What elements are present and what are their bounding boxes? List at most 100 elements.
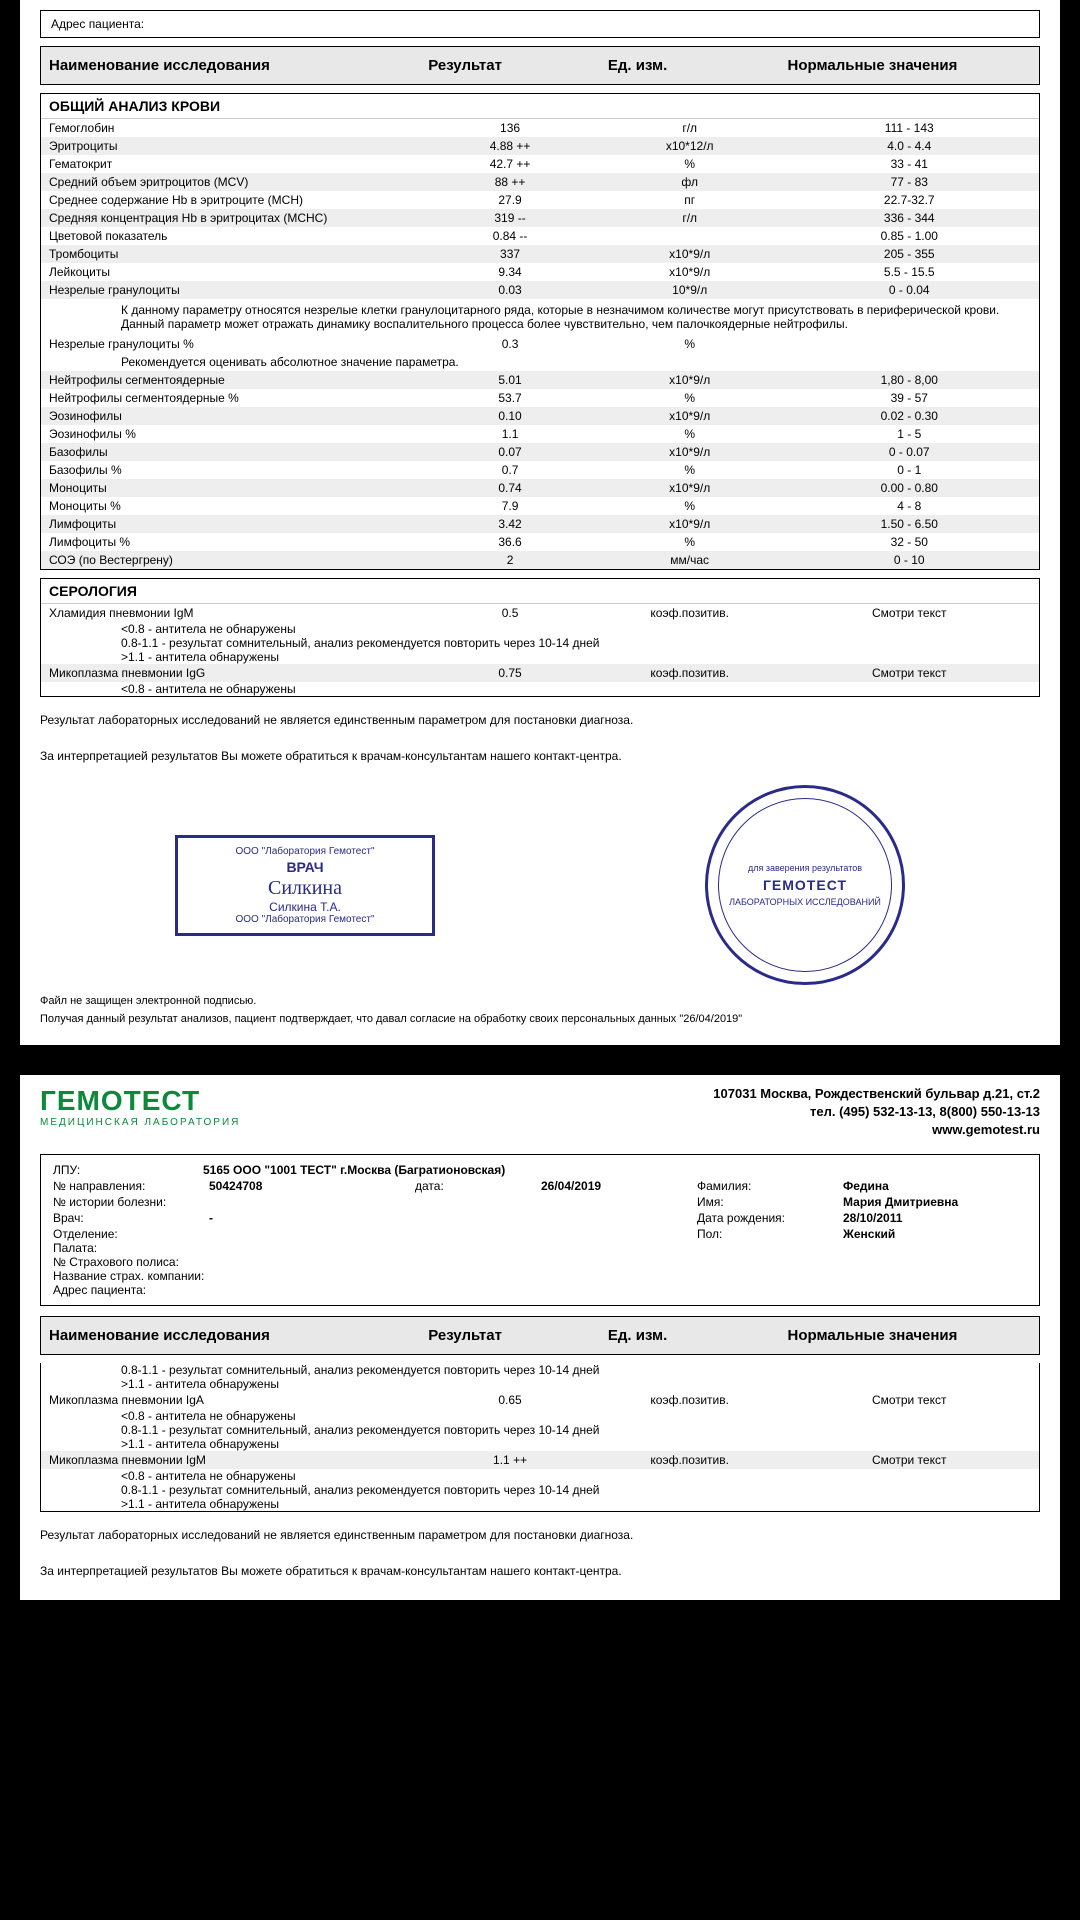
p2-table1: Микоплазма пневмонии IgA0.65коэф.позитив… <box>41 1391 1039 1409</box>
interp-line: <0.8 - антитела не обнаружены <box>41 1409 1039 1423</box>
cbc-title: ОБЩИЙ АНАЛИЗ КРОВИ <box>41 94 1039 119</box>
cell-norm: 32 - 50 <box>780 533 1040 551</box>
cell-result: 42.7 ++ <box>420 155 600 173</box>
table-row: Эритроциты4.88 ++x10*12/л4.0 - 4.4 <box>41 137 1039 155</box>
cell-norm: 205 - 355 <box>780 245 1040 263</box>
fine-line2: Получая данный результат анализов, пацие… <box>40 1013 1040 1025</box>
cell-unit: x10*9/л <box>600 371 780 389</box>
table-row: Микоплазма пневмонии IgG0.75коэф.позитив… <box>41 664 1039 682</box>
stamp-name: Силкина Т.А. <box>198 900 412 914</box>
cell-unit: коэф.позитив. <box>600 1391 780 1409</box>
cell-unit: г/л <box>600 209 780 227</box>
stamps-row: ООО "Лаборатория Гемотест" ВРАЧ Силкина … <box>40 785 1040 985</box>
serology-section: СЕРОЛОГИЯ Хламидия пневмонии IgM0.5коэф.… <box>40 578 1040 697</box>
cell-unit: x10*9/л <box>600 407 780 425</box>
cell-norm: 4 - 8 <box>780 497 1040 515</box>
round-stamp: для заверения результатов ГЕМОТЕСТ ЛАБОР… <box>705 785 905 985</box>
interp-line: 0.8-1.1 - результат сомнительный, анализ… <box>41 636 1039 650</box>
serology-title: СЕРОЛОГИЯ <box>41 579 1039 604</box>
cell-result: 0.7 <box>420 461 600 479</box>
table-header-box2: Наименование исследования Результат Ед. … <box>40 1316 1040 1355</box>
cell-result: 136 <box>420 119 600 137</box>
cell-name: СОЭ (по Вестергрену) <box>41 551 420 569</box>
interp-line: 0.8-1.1 - результат сомнительный, анализ… <box>41 1483 1039 1497</box>
cell-unit: пг <box>600 191 780 209</box>
page2-header: ГЕМОТЕСТ МЕДИЦИНСКАЯ ЛАБОРАТОРИЯ 107031 … <box>40 1085 1040 1140</box>
page-1: Адрес пациента: Наименование исследовани… <box>20 0 1060 1045</box>
cell-norm: 0 - 10 <box>780 551 1040 569</box>
cell-name: Моноциты % <box>41 497 420 515</box>
table-row: Незрелые гранулоциты0.0310*9/л0 - 0.04 <box>41 281 1039 299</box>
cell-name: Микоплазма пневмонии IgM <box>41 1451 420 1469</box>
cell-unit: 10*9/л <box>600 281 780 299</box>
logo-subtext: МЕДИЦИНСКАЯ ЛАБОРАТОРИЯ <box>40 1117 240 1128</box>
cbc-note2: Рекомендуется оценивать абсолютное значе… <box>41 353 1039 371</box>
cell-name: Базофилы % <box>41 461 420 479</box>
dept-label: Отделение: <box>53 1227 203 1241</box>
cell-name: Лимфоциты % <box>41 533 420 551</box>
cell-norm: 5.5 - 15.5 <box>780 263 1040 281</box>
cell-result: 0.5 <box>420 604 600 622</box>
footer-notes2: Результат лабораторных исследований не я… <box>40 1526 1040 1580</box>
surname-val: Федина <box>843 1179 1027 1193</box>
cbc-table3: Нейтрофилы сегментоядерные5.01x10*9/л1,8… <box>41 371 1039 569</box>
cell-result: 7.9 <box>420 497 600 515</box>
cell-norm: 0 - 0.07 <box>780 443 1040 461</box>
cell-name: Гематокрит <box>41 155 420 173</box>
dir-label: № направления: <box>53 1179 203 1193</box>
cell-unit: мм/час <box>600 551 780 569</box>
cell-result: 36.6 <box>420 533 600 551</box>
cell-name: Хламидия пневмонии IgM <box>41 604 420 622</box>
lpu-label: ЛПУ: <box>53 1163 203 1177</box>
hist-label: № истории болезни: <box>53 1195 203 1209</box>
cell-unit: x10*9/л <box>600 515 780 533</box>
table-row: Цветовой показатель0.84 --0.85 - 1.00 <box>41 227 1039 245</box>
table-header: Наименование исследования Результат Ед. … <box>41 47 1039 84</box>
cell-result: 0.03 <box>420 281 600 299</box>
footer2-line2: За интерпретацией результатов Вы можете … <box>40 1562 1040 1580</box>
page2-results: 0.8-1.1 - результат сомнительный, анализ… <box>40 1363 1040 1512</box>
cell-name: Эозинофилы % <box>41 425 420 443</box>
doc-label: Врач: <box>53 1211 203 1225</box>
interp-line: >1.1 - антитела обнаружены <box>41 650 1039 664</box>
name-label: Имя: <box>697 1195 837 1209</box>
table-row: Эозинофилы0.10x10*9/л0.02 - 0.30 <box>41 407 1039 425</box>
footer2-line1: Результат лабораторных исследований не я… <box>40 1526 1040 1544</box>
col-normal2: Нормальные значения <box>780 1317 1040 1354</box>
cell-unit: коэф.позитив. <box>600 604 780 622</box>
stamp-signature: Силкина <box>198 877 412 900</box>
cell-result: 0.74 <box>420 479 600 497</box>
table-row: Незрелые гранулоциты %0.3% <box>41 335 1039 353</box>
logo-text: ГЕМОТЕСТ <box>40 1085 240 1117</box>
round-t1: для заверения результатов <box>748 863 862 873</box>
cell-result: 9.34 <box>420 263 600 281</box>
interp-line: <0.8 - антитела не обнаружены <box>41 1469 1039 1483</box>
footer-line2: За интерпретацией результатов Вы можете … <box>40 747 1040 765</box>
cell-unit: % <box>600 497 780 515</box>
patient-address-label: Адрес пациента: <box>51 17 144 31</box>
p2-interp3: <0.8 - антитела не обнаружены0.8-1.1 - р… <box>41 1469 1039 1511</box>
interp-line: <0.8 - антитела не обнаружены <box>41 622 1039 636</box>
cell-result: 4.88 ++ <box>420 137 600 155</box>
footer-line1: Результат лабораторных исследований не я… <box>40 711 1040 729</box>
cell-name: Базофилы <box>41 443 420 461</box>
cell-norm <box>780 335 1040 353</box>
cell-norm: 22.7-32.7 <box>780 191 1040 209</box>
table-row: Микоплазма пневмонии IgA0.65коэф.позитив… <box>41 1391 1039 1409</box>
cell-result: 2 <box>420 551 600 569</box>
cell-unit: коэф.позитив. <box>600 664 780 682</box>
cell-unit: % <box>600 461 780 479</box>
table-row: Лимфоциты %36.6%32 - 50 <box>41 533 1039 551</box>
table-row: Тромбоциты337x10*9/л205 - 355 <box>41 245 1039 263</box>
cell-norm: 111 - 143 <box>780 119 1040 137</box>
cell-norm: 0.02 - 0.30 <box>780 407 1040 425</box>
addr-label: Адрес пациента: <box>53 1283 1027 1297</box>
cbc-table: Гемоглобин136г/л111 - 143Эритроциты4.88 … <box>41 119 1039 299</box>
cell-name: Лейкоциты <box>41 263 420 281</box>
stamp-top: ООО "Лаборатория Гемотест" <box>198 846 412 857</box>
cell-norm: 0 - 1 <box>780 461 1040 479</box>
cell-result: 0.10 <box>420 407 600 425</box>
cell-name: Лимфоциты <box>41 515 420 533</box>
col-name: Наименование исследования <box>41 47 420 84</box>
table-row: Моноциты %7.9%4 - 8 <box>41 497 1039 515</box>
